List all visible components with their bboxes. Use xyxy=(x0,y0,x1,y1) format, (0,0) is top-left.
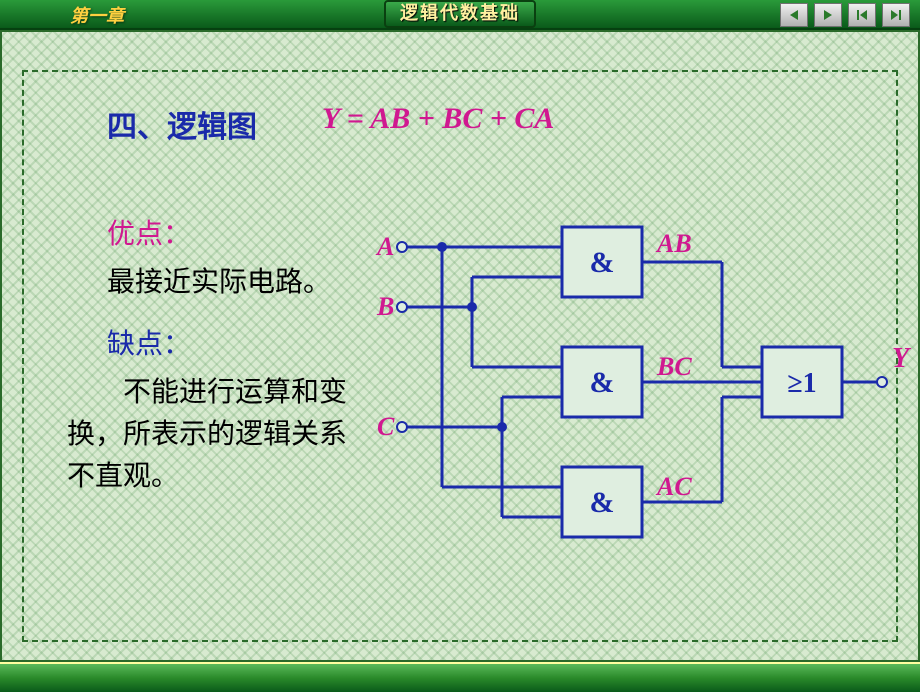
advantage-label: 优点： xyxy=(107,212,191,252)
terminal-y xyxy=(877,377,887,387)
section-heading: 四、逻辑图 xyxy=(107,102,257,146)
nav-buttons xyxy=(780,3,910,27)
label-y: Y xyxy=(892,343,912,374)
header-bar: 第一章 逻辑代数基础 xyxy=(0,0,920,30)
label-b: B xyxy=(376,292,394,321)
gate-and3-symbol: & xyxy=(590,486,615,519)
disadvantage-text: 不能进行运算和变换，所表示的逻辑关系不直观。 xyxy=(67,372,367,498)
disadvantage-label: 缺点： xyxy=(107,322,191,362)
label-ab: AB xyxy=(655,229,692,258)
label-bc: BC xyxy=(656,352,692,381)
label-a: A xyxy=(375,232,394,261)
nav-last-button[interactable] xyxy=(882,3,910,27)
gate-or-symbol: ≥1 xyxy=(787,368,816,399)
content-area: 四、逻辑图 Y = AB + BC + CA 优点： 最接近实际电路。 缺点： … xyxy=(0,30,920,662)
nav-prev-button[interactable] xyxy=(780,3,808,27)
nav-first-button[interactable] xyxy=(848,3,876,27)
gate-and1-symbol: & xyxy=(590,246,615,279)
formula: Y = AB + BC + CA xyxy=(322,102,554,136)
node-b xyxy=(467,302,477,312)
logic-diagram: & & & ≥1 xyxy=(372,217,912,617)
gate-and2-symbol: & xyxy=(590,366,615,399)
terminal-b xyxy=(397,302,407,312)
node-c xyxy=(497,422,507,432)
footer-bar xyxy=(0,662,920,692)
label-c: C xyxy=(377,412,395,441)
node-a xyxy=(437,242,447,252)
terminal-a xyxy=(397,242,407,252)
advantage-text: 最接近实际电路。 xyxy=(107,262,367,304)
nav-next-button[interactable] xyxy=(814,3,842,27)
label-ac: AC xyxy=(655,472,692,501)
chapter-label: 第一章 xyxy=(70,2,124,26)
page-title: 逻辑代数基础 xyxy=(384,0,536,28)
terminal-c xyxy=(397,422,407,432)
